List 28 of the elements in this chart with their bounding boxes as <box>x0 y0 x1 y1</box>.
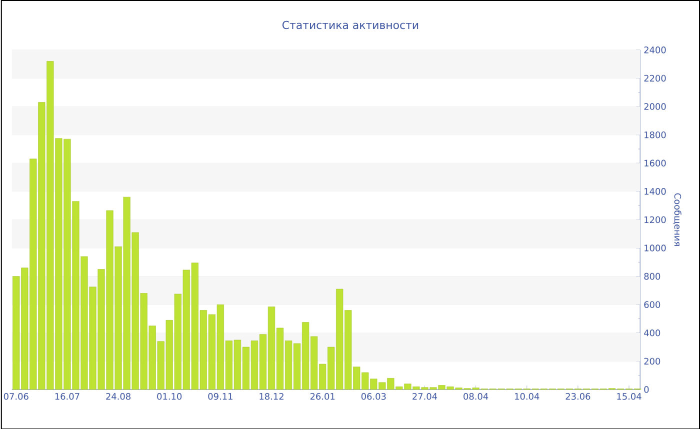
x-tick-label: 01.10 <box>157 392 182 400</box>
x-tick-label: 15.04 <box>617 392 642 400</box>
y-tick-label: 2400 <box>644 46 666 54</box>
x-tick-label: 09.11 <box>208 392 232 400</box>
y-tick-label: 2000 <box>644 102 666 110</box>
y-tick-label: 2200 <box>644 74 666 82</box>
y-tick-label: 1200 <box>644 216 666 223</box>
y-tick-label: 1400 <box>644 188 666 195</box>
y-tick-label: 1600 <box>644 160 666 166</box>
y-tick-label: 800 <box>644 272 660 280</box>
x-tick-label: 16.07 <box>55 392 80 400</box>
x-tick-label: 18.12 <box>260 392 284 400</box>
x-tick-label: 27.04 <box>412 392 438 400</box>
y-tick-label: 1000 <box>644 244 666 252</box>
x-tick-label: 24.08 <box>106 392 130 400</box>
x-tick-label: 26.01 <box>310 392 335 400</box>
x-tick-label: 23.06 <box>566 392 590 400</box>
y-tick-label: 200 <box>644 358 660 364</box>
y-tick-label: 0 <box>644 386 649 393</box>
y-tick-label: 600 <box>644 301 660 308</box>
chart-title: Статистика активности <box>282 20 418 29</box>
x-tick-label: 06.03 <box>361 392 386 400</box>
x-tick-label: 08.04 <box>464 392 488 400</box>
y-tick-label: 1800 <box>644 131 666 138</box>
x-tick-label: 07.06 <box>4 392 28 400</box>
y-tick-label: 400 <box>644 329 660 336</box>
x-tick-label: 10.04 <box>515 392 540 400</box>
y-axis-title: Сообщения <box>673 193 682 246</box>
